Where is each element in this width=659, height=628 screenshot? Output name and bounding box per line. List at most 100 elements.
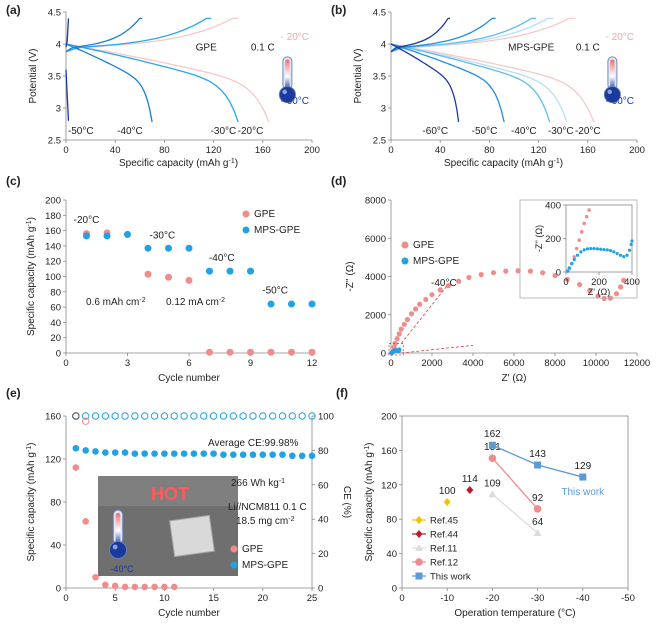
mps-point [397,347,402,352]
zoom-box [388,343,404,356]
mps-capacity-point [239,451,247,459]
temp-label: -20°C [575,126,601,137]
inset-gpe-point [574,246,579,251]
inset-mps-point [608,248,613,253]
legend-marker [415,558,423,566]
legend-label: Ref.45 [430,516,458,527]
inset-mps-point [592,246,596,251]
mps-capacity-point [151,450,158,457]
y-tick-label: 60 [50,303,61,314]
series-marker [488,454,497,462]
discharge-curve [390,43,551,123]
y-tick-label: 0 [392,584,397,595]
gpe-point [267,348,275,356]
x-tick-label: -40 [576,593,590,604]
mps-ce-point [91,412,100,420]
x-tick-label: 12 [307,358,318,369]
thermometer-icon [603,56,621,104]
x-tick-label: 0 [63,358,68,369]
average-ce-text: Average CE:99.98% [208,438,299,449]
mps-ce-point [170,412,178,420]
x-tick-label: 12000 [624,358,650,369]
temp-annotation: -30°C [150,230,176,241]
mps-capacity-point [259,451,267,459]
rate-label: 0.1 C [251,42,275,53]
mps-point [206,267,213,275]
axes-frame [401,415,629,589]
gpe-point [206,348,213,356]
mps-point [124,230,131,238]
gpe-point [401,321,407,327]
mps-ce-point [180,412,188,420]
panel-e-label: (e) [6,386,21,400]
temp-label: -50°C [472,126,498,137]
panel-f-label: (f) [336,386,348,400]
mps-capacity-point [141,450,149,457]
inset-mps-point [629,242,633,246]
zoom-line [401,344,474,354]
y-tick-label: 3 [381,104,386,115]
x-tick-label: 6000 [503,358,524,369]
y-tick-label: 200 [545,234,561,245]
mps-capacity-point [308,452,316,460]
y-tick-label: 3.5 [48,72,61,83]
gpe-point [577,281,583,288]
legend-mps-label: MPS-GPE [413,256,459,267]
series-marker [443,498,451,506]
gpe-point [621,277,627,283]
mps-capacity-point [111,449,119,456]
x-tick-label: 120 [531,145,547,156]
panel-a-label: (a) [6,3,21,17]
mps-ce-point [81,412,90,420]
inset-gpe-point [587,208,591,212]
value-label: 64 [532,517,544,528]
thermometer-glint [282,89,287,95]
mps-point [144,244,152,252]
gpe-point [445,283,451,289]
y-tick-label: 80 [50,498,61,509]
legend-label: Ref.11 [430,544,457,555]
gpe-point [540,270,546,276]
mps-ce-point [141,412,149,420]
charge-curve [390,17,450,53]
charge-curve [65,17,212,53]
y-tick-label: 0 [556,268,561,279]
y-tick-label: 40 [50,541,61,552]
x-tick-label: -20 [486,593,500,604]
gpe-point [417,301,423,307]
series-marker [466,485,474,494]
legend-gpe-label: GPE [254,209,275,220]
inset-mps-point [618,253,623,257]
inset-gpe-point [577,238,581,242]
mps-ce-point [209,412,218,420]
mps-capacity-point [190,450,198,457]
gpe-capacity-point [82,518,89,525]
gpe-point [247,348,254,356]
series-line [491,493,539,534]
inset-gpe-point [572,255,577,259]
series-marker [488,490,497,498]
inset-mps-point [605,248,609,252]
temp-annotation: -50°C [262,285,288,296]
mps-ce-point [288,412,297,420]
mps-ce-point [239,412,247,420]
gpe-point [392,340,398,347]
panel-c: 0 3 6 9 12020406080100120140160180200-20°C-3… [26,196,318,385]
legend-gpe-label: GPE [413,240,434,251]
y-tick-label: 120 [45,257,61,268]
y2-tick-label: 60 [318,480,329,491]
y-tick-label: 2000 [365,310,386,321]
inset-mps-point [566,269,570,273]
thermo-cold-label: - 60°C [606,96,634,107]
y2-tick-label: 20 [318,549,329,560]
series-marker [534,461,542,469]
legend-label: Ref.44 [430,530,458,541]
photo-thermometer-icon [108,509,128,559]
legend-gpe-marker [401,241,409,249]
x-tick-label: 0 [63,593,68,604]
x-tick-label: 0 [399,593,404,604]
gpe-point [618,284,624,290]
zoom-line [400,283,449,344]
y-tick-label: 4 [56,40,61,51]
thermometer-glint [112,544,118,550]
